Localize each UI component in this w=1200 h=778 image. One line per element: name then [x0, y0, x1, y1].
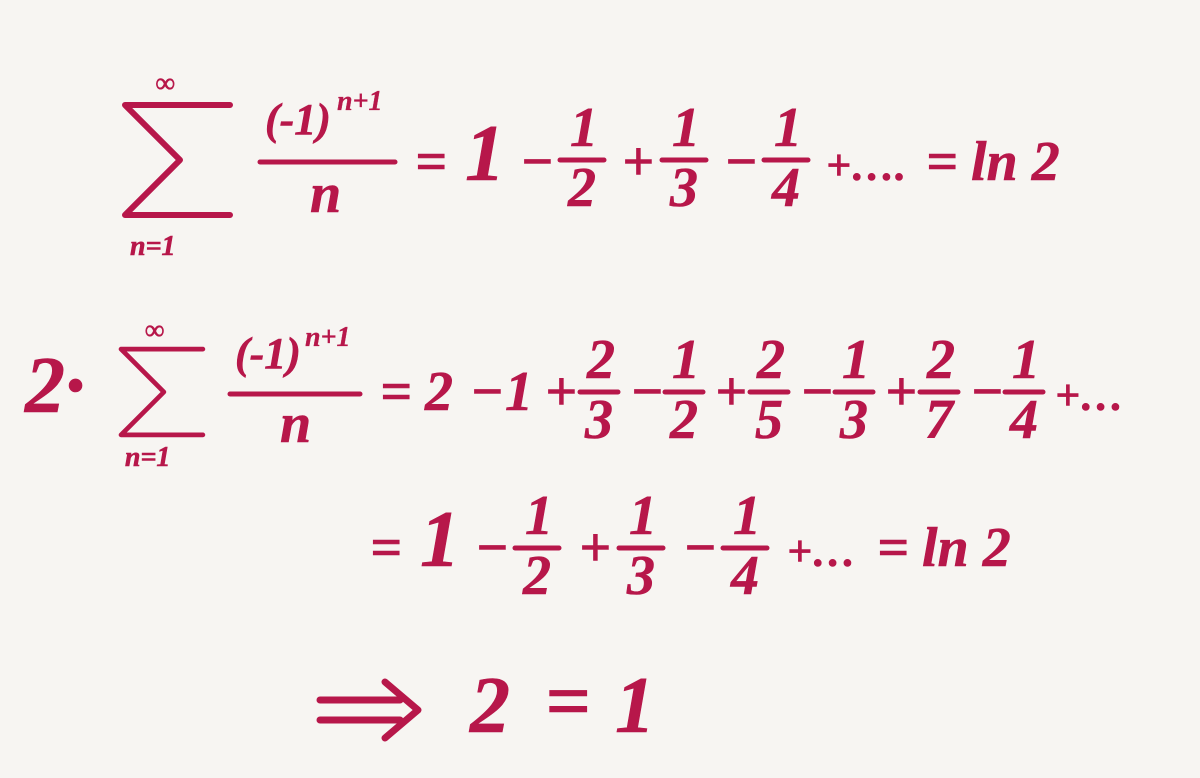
- l2-den: n: [280, 393, 311, 455]
- l2-op1: +: [545, 361, 577, 423]
- l2-f1-num: 2: [586, 329, 615, 391]
- l1-den: n: [310, 163, 341, 225]
- l1-sigma-bottom: n=1: [130, 231, 176, 262]
- l1-f2-num: 1: [774, 97, 802, 159]
- l2-f1-den: 3: [584, 389, 613, 451]
- l2-f6-den: 4: [1009, 389, 1038, 451]
- l2-op6: −: [970, 361, 1004, 423]
- l3-f1-num: 1: [629, 485, 657, 547]
- l1-f1-den: 3: [669, 157, 698, 219]
- l3-op1: +: [579, 517, 611, 579]
- l3-f0-den: 2: [522, 545, 551, 607]
- l2-prefix: 2·: [24, 342, 85, 430]
- l1-lead: 1: [465, 110, 505, 198]
- l1-sigma-top: ∞: [155, 68, 175, 99]
- l2-lead: 2: [424, 361, 453, 423]
- l2-sigma-top: ∞: [144, 315, 164, 346]
- conc-left: 2: [469, 662, 510, 750]
- l3-eq2: =: [877, 517, 909, 579]
- l1-sigma: [125, 105, 230, 215]
- l1-f0-num: 1: [570, 97, 598, 159]
- l2-f6-num: 1: [1012, 329, 1040, 391]
- l3-f2-den: 4: [730, 545, 759, 607]
- l1-op0: −: [520, 131, 554, 193]
- l3-trail: +…: [787, 527, 856, 576]
- l1-f1-num: 1: [672, 97, 700, 159]
- l1-op1: +: [622, 131, 654, 193]
- l2-f3-den: 5: [755, 389, 783, 451]
- l2-op2: −: [630, 361, 664, 423]
- l2-v0: 1: [505, 361, 533, 423]
- l2-f4-num: 1: [842, 329, 870, 391]
- l2-f3-num: 2: [756, 329, 785, 391]
- conc-right: 1: [615, 662, 655, 750]
- l1-eq2: =: [926, 131, 958, 193]
- l2-num-base: (-1): [235, 329, 301, 378]
- l1-op2: −: [724, 131, 758, 193]
- arrow-head: [385, 682, 418, 738]
- l2-f5-den: 7: [925, 389, 955, 451]
- l2-op3: +: [715, 361, 747, 423]
- l3-eq1: =: [370, 517, 402, 579]
- l2-op5: +: [885, 361, 917, 423]
- conc-eq: =: [545, 658, 591, 746]
- l2-f4-den: 3: [839, 389, 868, 451]
- l3-f1-den: 3: [626, 545, 655, 607]
- l2-trail: +…: [1055, 371, 1124, 420]
- l2-sigma: [121, 349, 203, 435]
- math-derivation: ∞n=1(-1)n+1n=1−12+13−14+….=ln 22·∞n=1(-1…: [0, 0, 1200, 778]
- l2-num-exp: n+1: [305, 322, 351, 353]
- l1-trail: +….: [826, 141, 906, 190]
- l1-num-exp: n+1: [337, 86, 383, 117]
- l3-op2: −: [683, 517, 717, 579]
- l2-f5-num: 2: [926, 329, 955, 391]
- l3-f2-num: 1: [733, 485, 761, 547]
- l2-sigma-bottom: n=1: [125, 442, 171, 473]
- l1-f0-den: 2: [567, 157, 596, 219]
- l3-f0-num: 1: [525, 485, 553, 547]
- l3-lead: 1: [420, 496, 460, 584]
- l2-f2-num: 1: [672, 329, 700, 391]
- l2-op4: −: [800, 361, 834, 423]
- l2-f2-den: 2: [669, 389, 698, 451]
- l3-op0: −: [475, 517, 509, 579]
- l1-eq1: =: [415, 131, 447, 193]
- l2-eq: =: [380, 361, 412, 423]
- l1-result: ln 2: [971, 131, 1060, 193]
- l3-result: ln 2: [922, 517, 1011, 579]
- l1-num-base: (-1): [265, 95, 331, 144]
- l1-f2-den: 4: [771, 157, 800, 219]
- l2-op0: −: [470, 361, 504, 423]
